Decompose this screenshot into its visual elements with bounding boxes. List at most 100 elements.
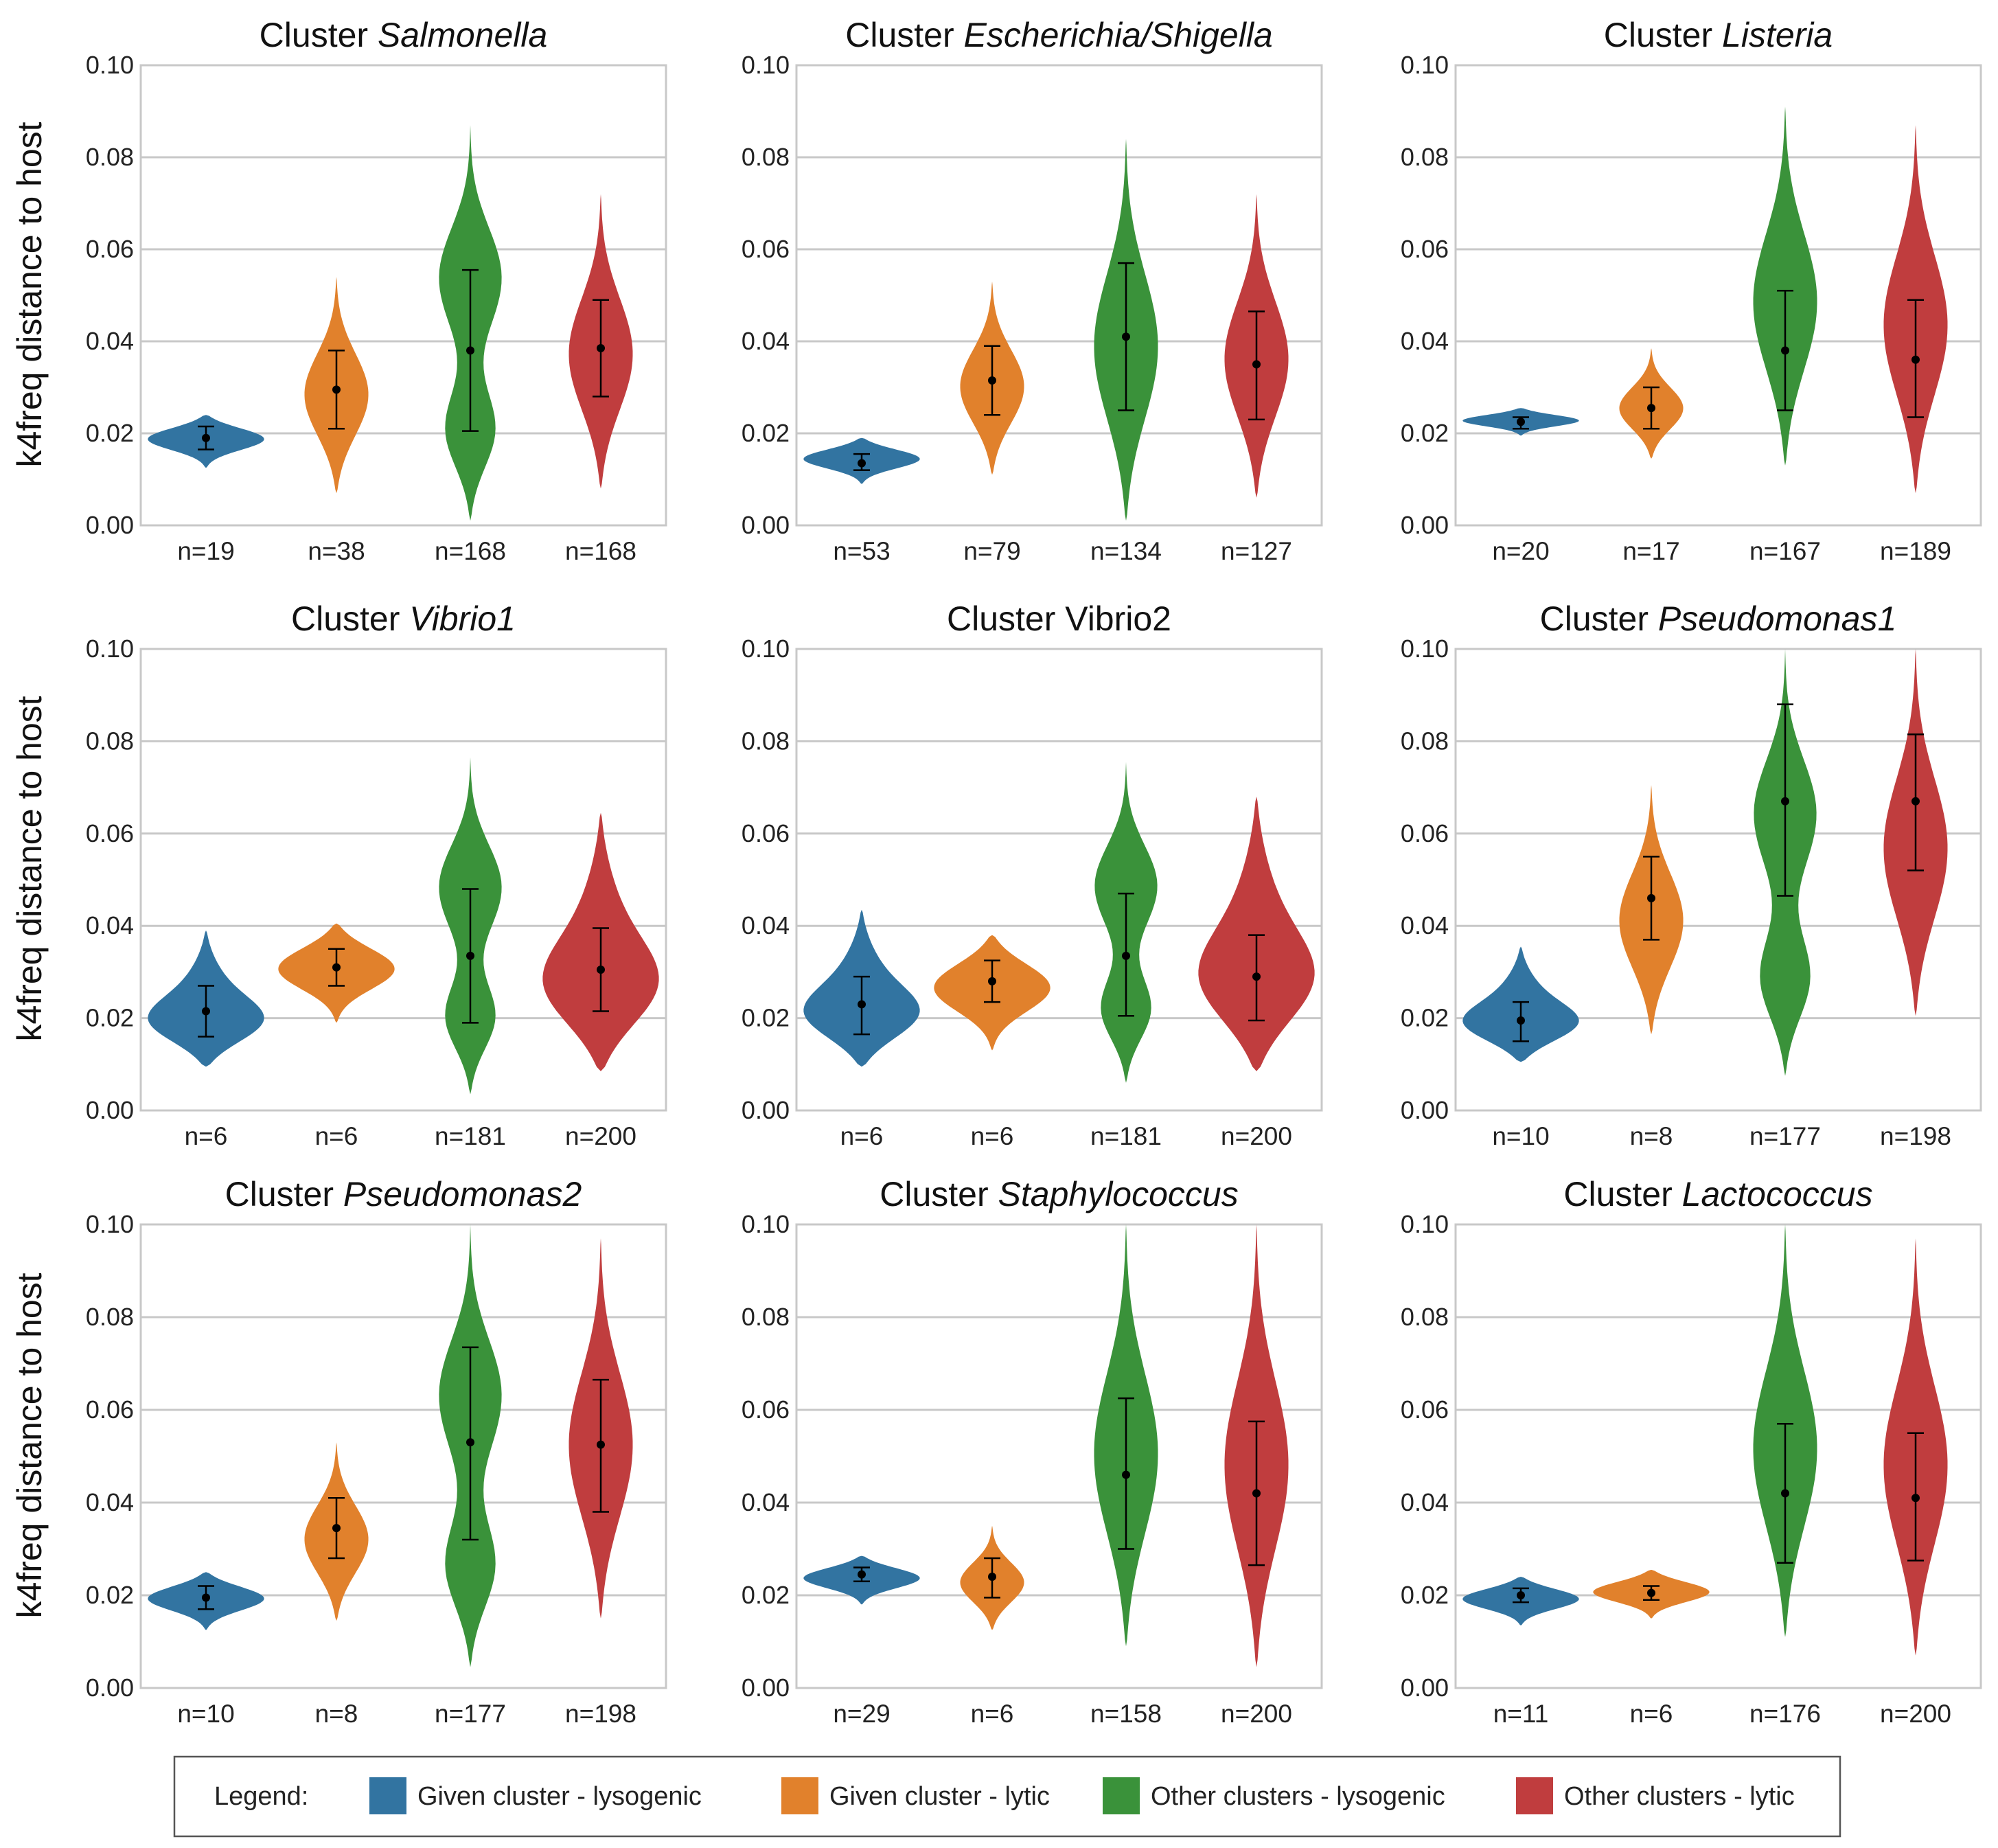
y-tick-label: 0.04 xyxy=(1401,327,1449,355)
y-tick-label: 0.08 xyxy=(742,143,790,171)
mean-point xyxy=(332,385,341,394)
panel-title: Cluster Escherichia/Shigella xyxy=(845,16,1273,54)
x-tick-label: n=181 xyxy=(435,1122,506,1150)
y-tick-label: 0.10 xyxy=(742,51,790,79)
panel-title: Cluster Staphylococcus xyxy=(880,1175,1238,1213)
plot-frame xyxy=(795,648,1323,1112)
mean-point xyxy=(1911,1494,1920,1503)
panel-title: Cluster Listeria xyxy=(1604,16,1833,54)
x-tick-label: n=158 xyxy=(1090,1700,1162,1728)
mean-point xyxy=(1122,1470,1130,1479)
mean-point xyxy=(597,966,605,974)
y-tick-label: 0.02 xyxy=(1401,419,1449,447)
y-tick-label: 0.10 xyxy=(1401,635,1449,663)
y-tick-label: 0.00 xyxy=(1401,1674,1449,1702)
y-tick-label: 0.10 xyxy=(86,51,134,79)
y-tick-label: 0.04 xyxy=(1401,911,1449,939)
y-tick-label: 0.08 xyxy=(86,1303,134,1331)
x-tick-label: n=168 xyxy=(435,537,506,565)
x-tick-label: n=200 xyxy=(1221,1700,1292,1728)
y-tick-label: 0.08 xyxy=(742,1303,790,1331)
y-tick-label: 0.06 xyxy=(742,235,790,263)
x-tick-label: n=200 xyxy=(1880,1700,1951,1728)
legend-title: Legend: xyxy=(214,1782,308,1811)
violin-lytic_other xyxy=(1198,797,1315,1071)
mean-point xyxy=(597,1440,605,1449)
y-tick-label: 0.02 xyxy=(742,1004,790,1032)
x-tick-label: n=10 xyxy=(1492,1122,1549,1150)
x-tick-label: n=167 xyxy=(1749,537,1821,565)
panel-vibrio1: Cluster Vibrio1 0.00 0.02 0.04 0.06 0.08 0.10 n… xyxy=(86,600,667,1150)
x-tick-label: n=189 xyxy=(1880,537,1951,565)
x-tick-label: n=168 xyxy=(565,537,636,565)
y-tick-label: 0.06 xyxy=(742,819,790,847)
plot-frame xyxy=(1454,648,1982,1112)
panel-vibrio2: Cluster Vibrio2 0.00 0.02 0.04 0.06 0.08 0.10 n… xyxy=(742,600,1323,1150)
plot-frame xyxy=(139,1223,667,1689)
y-tick-label: 0.06 xyxy=(86,235,134,263)
panel-pseudomonas1: Cluster Pseudomonas1 0.00 0.02 0.04 0.06 0.08… xyxy=(1401,600,1982,1150)
x-tick-label: n=8 xyxy=(315,1700,358,1728)
x-tick-label: n=17 xyxy=(1622,537,1679,565)
plot-frame xyxy=(139,64,667,527)
y-tick-label: 0.04 xyxy=(742,327,790,355)
y-tick-label: 0.00 xyxy=(1401,511,1449,539)
legend: Legend: Given cluster - lysogenic Given … xyxy=(173,1755,1841,1838)
x-tick-label: n=6 xyxy=(840,1122,884,1150)
y-axis-label-row-2: k4freq distance to host xyxy=(10,696,49,1041)
y-tick-label: 0.08 xyxy=(1401,1303,1449,1331)
plot-frame xyxy=(795,1223,1323,1689)
y-tick-label: 0.02 xyxy=(86,1581,134,1609)
legend-swatch-other-lysogenic xyxy=(1103,1777,1140,1814)
x-tick-label: n=10 xyxy=(177,1700,234,1728)
y-tick-label: 0.00 xyxy=(1401,1096,1449,1124)
y-tick-label: 0.10 xyxy=(742,1210,790,1238)
y-tick-label: 0.00 xyxy=(86,1674,134,1702)
x-tick-label: n=11 xyxy=(1493,1700,1549,1728)
x-tick-label: n=8 xyxy=(1630,1122,1673,1150)
x-tick-label: n=53 xyxy=(833,537,890,565)
mean-point xyxy=(858,459,866,468)
mean-point xyxy=(466,951,474,960)
panels: Cluster Salmonella 0.00 0.02 0.04 0.06 0.08 0.… xyxy=(86,16,1982,1728)
legend-label-given-lysogenic: Given cluster - lysogenic xyxy=(417,1782,702,1811)
y-tick-label: 0.10 xyxy=(86,635,134,663)
y-tick-label: 0.00 xyxy=(742,511,790,539)
y-tick-label: 0.06 xyxy=(1401,819,1449,847)
mean-point xyxy=(1252,360,1261,369)
panel-staphylococcus: Cluster Staphylococcus 0.00 0.02 0.04 0.06 0.… xyxy=(742,1175,1323,1728)
x-tick-label: n=200 xyxy=(565,1122,636,1150)
mean-point xyxy=(466,1438,474,1447)
x-tick-label: n=6 xyxy=(971,1700,1014,1728)
x-tick-label: n=127 xyxy=(1221,537,1292,565)
violin-lysogenic_other xyxy=(1753,106,1817,466)
panel-listeria: Cluster Listeria 0.00 0.02 0.04 0.06 0.08 0.10… xyxy=(1401,16,1982,565)
legend-box xyxy=(173,1755,1841,1838)
x-tick-label: n=29 xyxy=(833,1700,890,1728)
legend-swatch-other-lytic xyxy=(1516,1777,1553,1814)
mean-point xyxy=(1911,355,1920,364)
x-tick-label: n=19 xyxy=(177,537,234,565)
panel-title: Cluster Vibrio1 xyxy=(291,600,516,638)
panel-title: Cluster Vibrio2 xyxy=(947,600,1171,638)
y-tick-label: 0.10 xyxy=(86,1210,134,1238)
mean-point xyxy=(1517,1591,1525,1599)
mean-point xyxy=(1781,346,1789,355)
y-tick-label: 0.04 xyxy=(1401,1488,1449,1516)
panel-salmonella: Cluster Salmonella 0.00 0.02 0.04 0.06 0.08 0.… xyxy=(86,16,667,565)
mean-point xyxy=(1122,332,1130,341)
y-tick-label: 0.02 xyxy=(1401,1004,1449,1032)
y-tick-label: 0.06 xyxy=(742,1395,790,1424)
y-tick-label: 0.08 xyxy=(86,727,134,755)
y-axis-label-row-3: k4freq distance to host xyxy=(10,1273,49,1618)
y-tick-label: 0.10 xyxy=(1401,51,1449,79)
mean-point xyxy=(202,1593,210,1602)
y-tick-label: 0.02 xyxy=(742,419,790,447)
mean-point xyxy=(202,433,210,442)
legend-swatch-given-lysogenic xyxy=(369,1777,406,1814)
mean-point xyxy=(1781,797,1789,806)
legend-label-given-lytic: Given cluster - lytic xyxy=(829,1782,1050,1811)
mean-point xyxy=(332,963,341,972)
y-tick-label: 0.08 xyxy=(1401,727,1449,755)
